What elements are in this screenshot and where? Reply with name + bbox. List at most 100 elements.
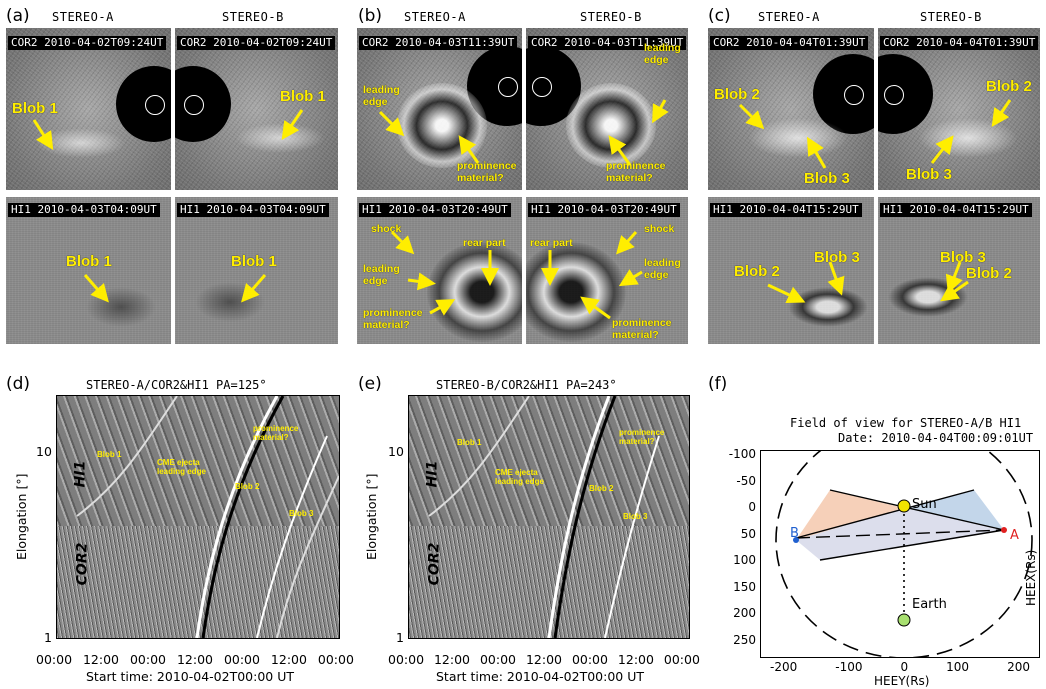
arrow-icon — [281, 109, 304, 140]
panel-a-title-stereo-a: STEREO-A — [52, 10, 114, 24]
arrow-icon — [767, 283, 806, 304]
blob3-annotation: Blob 3 — [289, 509, 314, 518]
arrow-icon — [407, 272, 436, 291]
timestamp-tag: HI1 2010-04-03T04:09UT — [8, 203, 160, 217]
timestamp-tag: HI1 2010-04-04T15:29UT — [710, 203, 862, 217]
panel-f-title: Field of view for STEREO-A/B HI1 — [790, 416, 1022, 430]
shock-label: shock — [644, 223, 675, 235]
leading-edge-label: leading edge — [644, 42, 681, 66]
cor2-region — [57, 526, 339, 638]
blob1-label: Blob 1 — [231, 253, 277, 270]
ytick: 200 — [733, 606, 756, 621]
panel-d-xticks: 00:00 12:00 00:00 12:00 00:00 12:00 00:0… — [36, 652, 354, 667]
panel-f-letter: (f) — [708, 374, 728, 394]
panel-b-hi1-stereo-a-image: HI1 2010-04-03T20:49UT shock rear part l… — [357, 197, 522, 344]
timestamp-tag: COR2 2010-04-03T11:39UT — [359, 36, 518, 50]
leading-edge-label: leading edge — [363, 84, 400, 108]
panel-d-ytick-1: 1 — [44, 630, 52, 645]
panel-d-letter: (d) — [6, 374, 31, 394]
panel-d-title: STEREO-A/COR2&HI1 PA=125° — [86, 378, 267, 392]
panel-e-letter: (e) — [358, 374, 382, 394]
sun-circle-icon — [884, 85, 904, 105]
xtick: 00:00 — [317, 652, 354, 667]
orbit-ellipse — [775, 450, 1033, 658]
blob2-annotation: Blob 2 — [589, 484, 614, 493]
panel-c-title-stereo-b: STEREO-B — [920, 10, 982, 24]
xtick: 12:00 — [270, 652, 307, 667]
fov-a-region — [796, 490, 904, 540]
panel-d-xlabel: Start time: 2010-04-02T00:00 UT — [86, 669, 294, 684]
xtick: 100 — [946, 660, 970, 674]
blob1-annotation: Blob 1 — [97, 450, 122, 459]
blob3-annotation: Blob 3 — [623, 512, 648, 521]
panel-e-ytick-10: 10 — [388, 444, 404, 459]
sun-label: Sun — [912, 497, 937, 512]
panel-c-cor2-stereo-b-image: COR2 2010-04-04T01:39UT Blob 2 Blob 3 — [878, 28, 1040, 190]
timestamp-tag: HI1 2010-04-03T04:09UT — [177, 203, 329, 217]
panel-b-cor2-stereo-b-image: COR2 2010-04-03T11:39UT leading edge pro… — [526, 28, 688, 190]
timestamp-tag: HI1 2010-04-03T20:49UT — [359, 203, 511, 217]
panel-b-title-stereo-a: STEREO-A — [404, 10, 466, 24]
prominence-label: prominence material? — [363, 307, 423, 331]
panel-e-ylabel: Elongation [°] — [364, 473, 379, 560]
xtick: 12:00 — [525, 652, 562, 667]
cme-annotation: CME ejecta leading edge — [495, 468, 544, 486]
xtick: 12:00 — [82, 652, 120, 667]
panel-f-plot — [760, 450, 1040, 658]
arrow-icon — [608, 135, 632, 166]
arrow-icon — [580, 296, 611, 320]
xtick: 00:00 — [129, 652, 166, 667]
sun-circle-icon — [532, 77, 552, 97]
ytick: 0 — [748, 500, 756, 515]
xtick: 0 — [900, 660, 909, 674]
xtick: 12:00 — [617, 652, 654, 667]
xtick: 00:00 — [36, 652, 73, 667]
arrow-icon — [930, 135, 954, 164]
panel-a-hi1-stereo-a-image: HI1 2010-04-03T04:09UT Blob 1 — [6, 197, 171, 344]
arrow-icon — [241, 274, 267, 303]
panel-b-letter: (b) — [358, 6, 383, 26]
panel-b-hi1-stereo-b-image: HI1 2010-04-03T20:49UT rear part shock l… — [526, 197, 688, 344]
blob3-label: Blob 3 — [814, 249, 860, 266]
blob3-label: Blob 3 — [940, 249, 986, 266]
panel-a-hi1-stereo-b-image: HI1 2010-04-03T04:09UT Blob 1 — [175, 197, 338, 344]
ytick: -100 — [728, 447, 756, 461]
timestamp-tag: HI1 2010-04-04T15:29UT — [880, 203, 1032, 217]
panel-c-letter: (c) — [708, 6, 731, 26]
panel-b-cor2-stereo-a-image: COR2 2010-04-03T11:39UT leading edge pro… — [357, 28, 522, 190]
sun-circle-icon — [184, 95, 204, 115]
panel-a-title-stereo-b: STEREO-B — [222, 10, 284, 24]
xtick: -100 — [835, 660, 863, 674]
arrow-icon — [378, 110, 405, 137]
ytick: 100 — [733, 553, 756, 568]
panel-e-jmap: Blob 1 CME ejecta leading edge prominenc… — [408, 395, 690, 639]
arrow-icon — [616, 231, 638, 255]
arrow-icon — [83, 274, 109, 303]
timestamp-tag: COR2 2010-04-03T11:39UT — [528, 36, 687, 50]
blob3-label: Blob 3 — [906, 166, 952, 183]
panel-f-ylabel: HEEX(Rs) — [1024, 549, 1038, 606]
arrow-icon — [738, 103, 765, 130]
panel-e-ytick-1: 1 — [396, 630, 404, 645]
cor2-axis-label: COR2 — [426, 542, 443, 586]
leading-edge-label: leading edge — [644, 257, 681, 281]
blob-feature — [748, 118, 848, 158]
top-arrows-overlay — [32, 99, 1012, 320]
xtick: 00:00 — [479, 652, 516, 667]
blob-feature — [235, 123, 325, 153]
panel-f-date: Date: 2010-04-04T00:09:01UT — [838, 431, 1034, 445]
blob1-annotation: Blob 1 — [457, 438, 482, 447]
timestamp-tag: HI1 2010-04-03T20:49UT — [528, 203, 680, 217]
panel-e-xlabel: Start time: 2010-04-02T00:00 UT — [436, 669, 644, 684]
cor2-region — [409, 526, 689, 638]
rear-part-label: rear part — [463, 237, 506, 249]
panel-d-ytick-10: 10 — [36, 444, 52, 459]
ytick: -50 — [736, 473, 756, 488]
arrow-icon — [458, 135, 480, 164]
stereo-b-label: B — [790, 526, 799, 541]
blob1-label: Blob 1 — [280, 88, 326, 105]
sun-circle-icon — [844, 85, 864, 105]
prominence-annotation: prominence material? — [619, 428, 665, 446]
panel-a-letter: (a) — [6, 6, 30, 26]
blob3-label: Blob 3 — [804, 170, 850, 187]
